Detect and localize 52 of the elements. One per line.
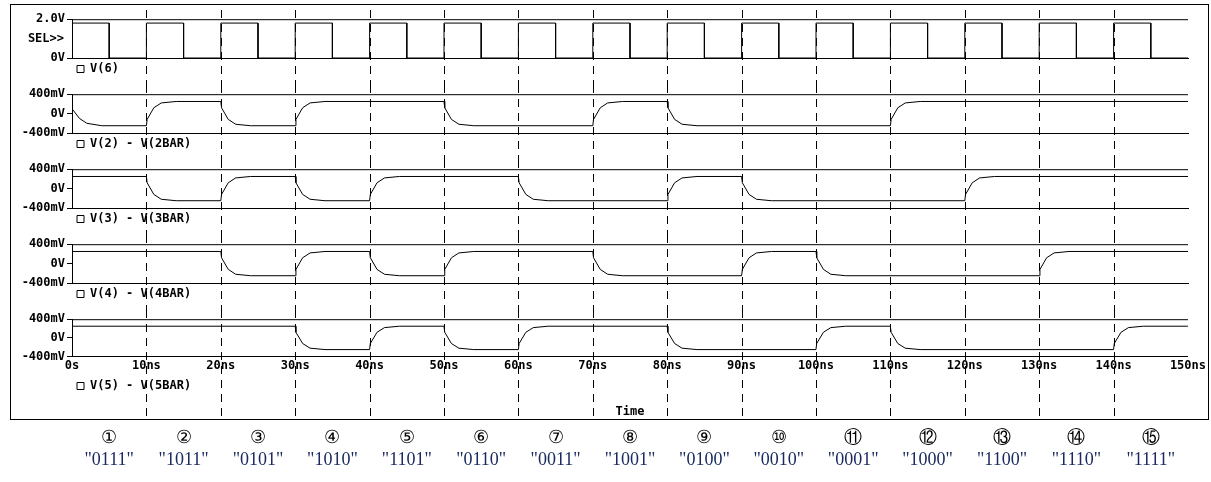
text: ⑬ "1100": [976, 426, 1028, 470]
x-tick-label: 90ns: [727, 357, 757, 372]
x-tick-label: 100ns: [797, 357, 835, 372]
y-tick-label: 0V: [50, 50, 65, 65]
x-tick-label: 110ns: [872, 357, 909, 372]
legend-label: V(3) - V(3BAR): [90, 211, 192, 226]
y-tick-label: 0V: [50, 180, 65, 195]
text: ⑩ "0010": [752, 426, 806, 470]
x-tick-label: 120ns: [946, 357, 983, 372]
x-tick-label: 130ns: [1021, 357, 1058, 372]
x-tick-label: 20ns: [206, 357, 236, 372]
legend-label: V(6): [90, 61, 119, 76]
text: ⑥ "0110": [455, 426, 508, 470]
x-tick-label: 40ns: [355, 357, 385, 372]
x-tick-label: 150ns: [1169, 357, 1206, 372]
x-tick-label: 50ns: [429, 357, 459, 372]
text: ① "0111": [83, 426, 135, 470]
text: ⑨ "0100": [678, 426, 731, 470]
x-axis-title: Time: [615, 404, 645, 419]
y-tick-label: 2.0V: [36, 11, 65, 26]
y-axis-title: SEL>>: [27, 30, 64, 45]
x-tick-label: 30ns: [280, 357, 310, 372]
text: ⑪ "0001": [826, 426, 880, 470]
text: ③ "0101": [231, 426, 285, 470]
y-tick-label: -400mV: [21, 348, 65, 363]
legend-label: V(4) - V(4BAR): [90, 286, 192, 301]
text: ⑦ "0011": [529, 426, 582, 470]
y-tick-label: 400mV: [28, 311, 65, 326]
y-tick-label: -400mV: [21, 275, 65, 290]
y-tick-label: 400mV: [28, 161, 65, 176]
text: ⑫ "1000": [901, 426, 954, 470]
y-tick-label: 400mV: [28, 86, 65, 101]
text: ⑮ "1111": [1125, 426, 1177, 470]
x-tick-label: 70ns: [578, 357, 608, 372]
y-tick-label: 0V: [50, 330, 65, 345]
x-tick-label: 140ns: [1095, 357, 1132, 372]
x-tick-label: 60ns: [503, 357, 533, 372]
text: ⑧ "1001": [603, 426, 657, 470]
text: ⑤ "1101": [380, 426, 433, 470]
text: ② "1011": [157, 426, 210, 470]
y-tick-label: 0V: [50, 255, 65, 270]
y-tick-label: 400mV: [28, 236, 65, 251]
y-tick-label: 0V: [50, 105, 65, 120]
y-tick-label: -400mV: [21, 125, 65, 140]
text: ④ "1010": [306, 426, 359, 470]
x-tick-label: 80ns: [652, 357, 682, 372]
y-tick-label: -400mV: [21, 200, 65, 215]
text: ⑭ "1110": [1050, 426, 1103, 470]
legend-label: V(5) - V(5BAR): [90, 378, 192, 393]
x-tick-label: 10ns: [131, 357, 161, 372]
legend-label: V(2) - V(2BAR): [90, 136, 192, 151]
x-tick-label: 0s: [64, 357, 80, 372]
